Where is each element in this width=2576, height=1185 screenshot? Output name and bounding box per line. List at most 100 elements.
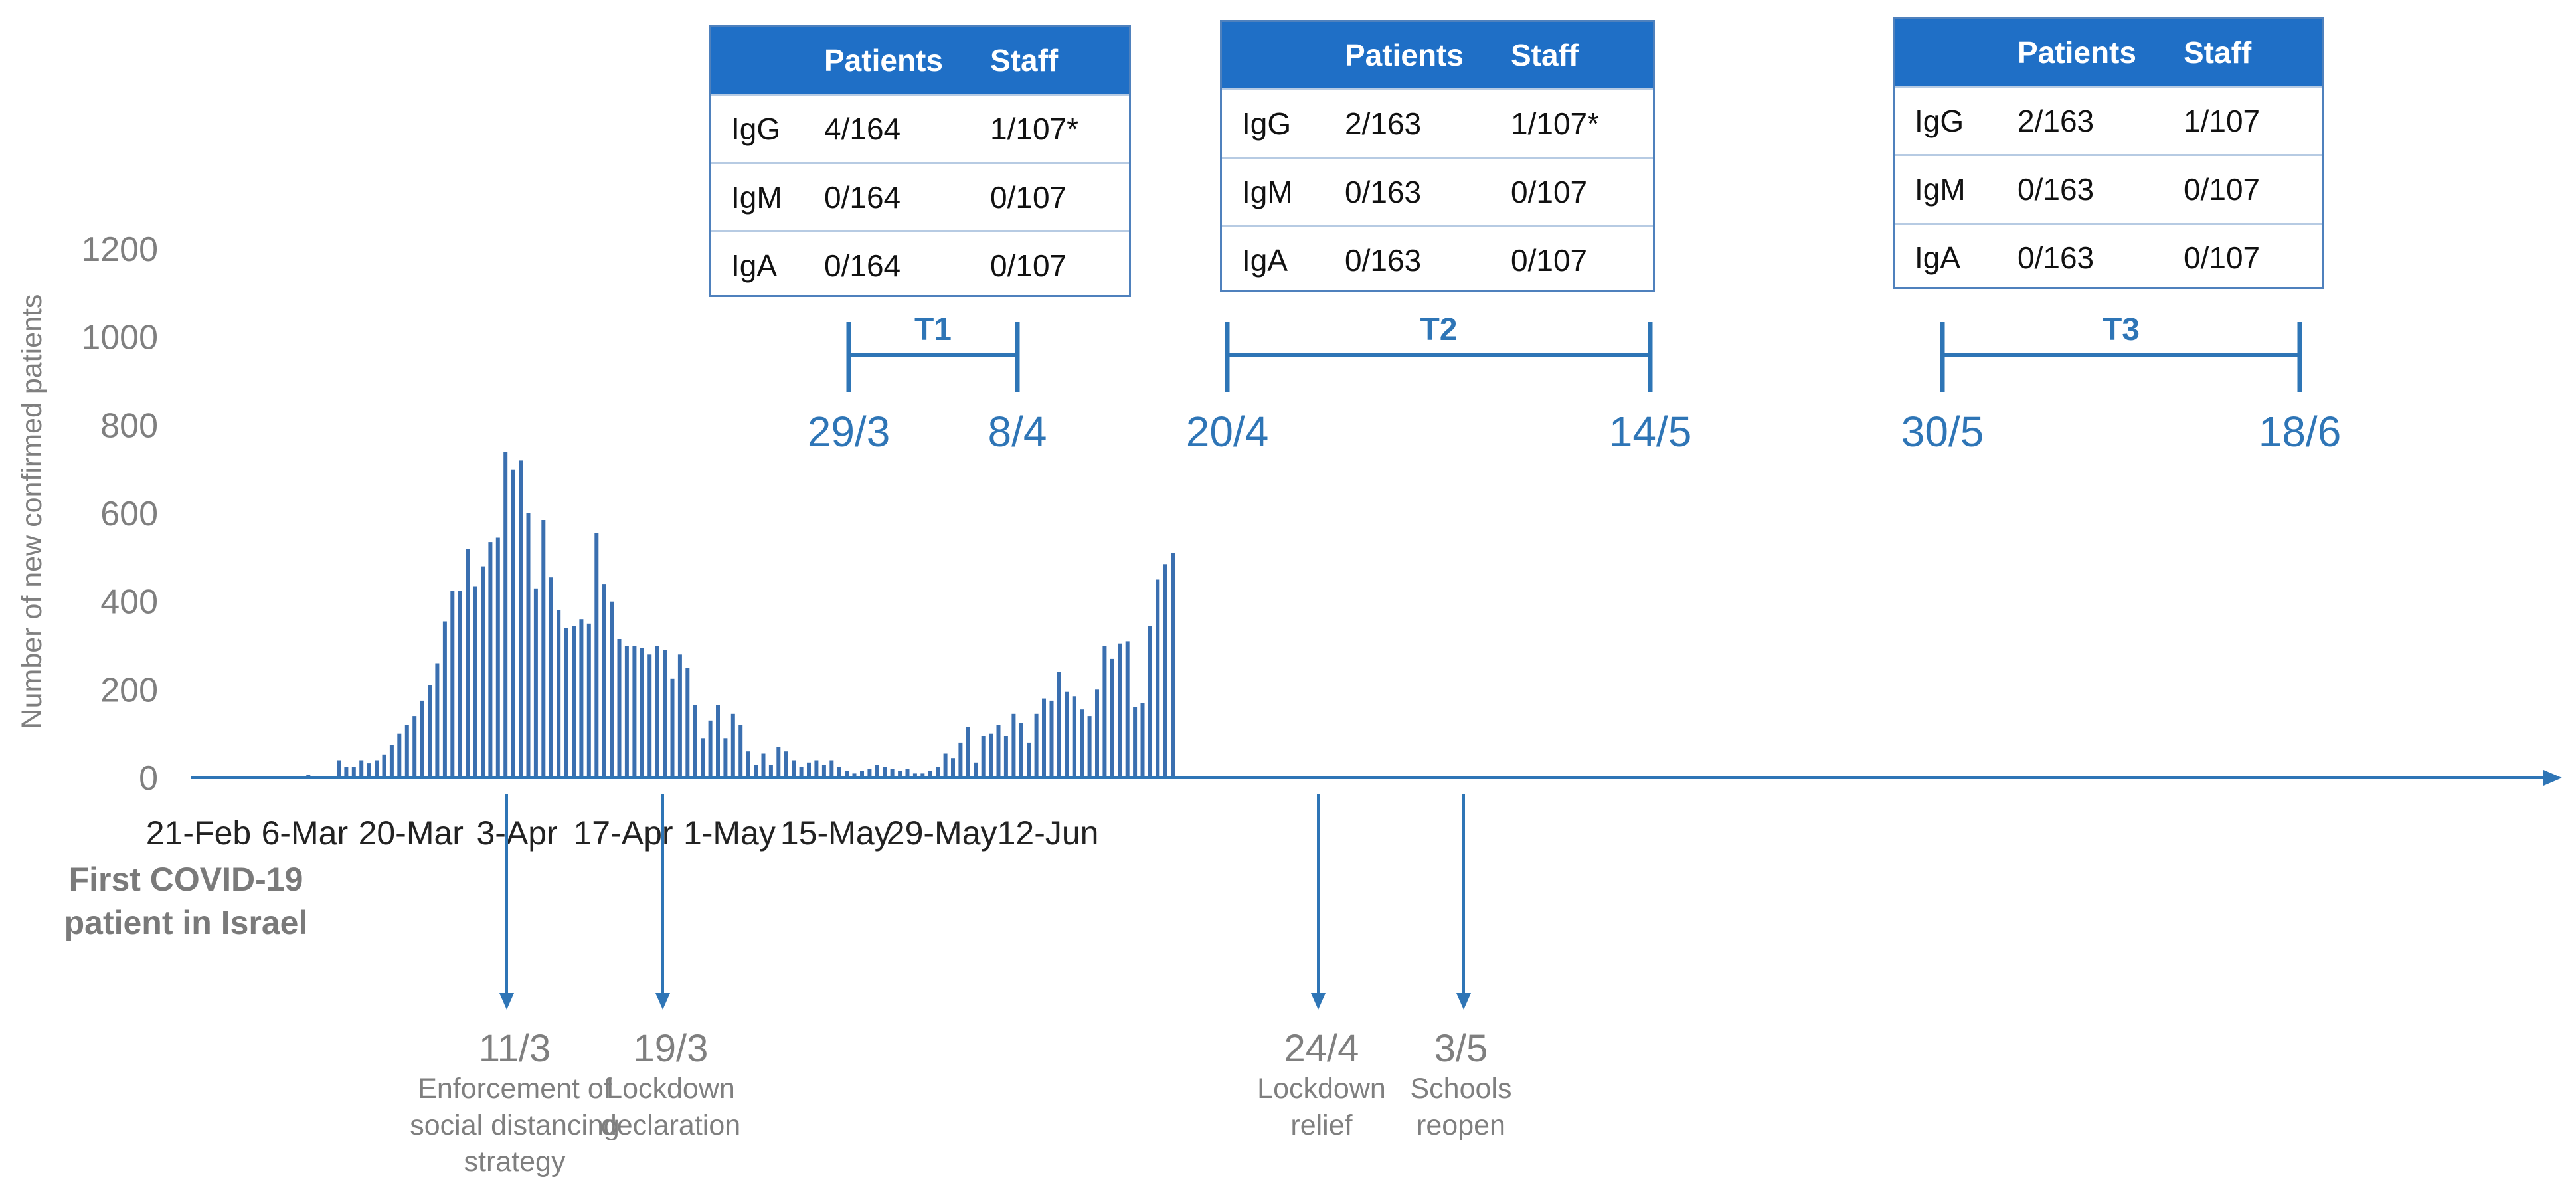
period-start-date: 29/3 <box>808 408 891 456</box>
bar <box>829 760 834 778</box>
bar <box>768 765 773 778</box>
bar <box>412 716 417 778</box>
table-header: Patients Staff <box>711 27 1129 94</box>
bar <box>541 520 546 778</box>
bar <box>730 713 735 778</box>
bar <box>920 773 925 778</box>
bar <box>814 760 819 778</box>
bar <box>428 685 432 778</box>
staff-value: 0/107 <box>990 248 1067 283</box>
staff-value: 0/107 <box>1511 175 1588 209</box>
bar <box>837 767 841 778</box>
x-tick-label: 15-May <box>780 814 891 852</box>
bar <box>1118 643 1122 778</box>
table-header: Patients Staff <box>1895 19 2322 86</box>
bar <box>458 591 462 778</box>
table-t3: Patients Staff IgG 2/163 1/107 IgM 0/163… <box>1893 17 2324 289</box>
bar <box>632 646 637 778</box>
bar <box>655 646 659 778</box>
patients-value: 2/163 <box>1345 106 1422 141</box>
bar <box>503 452 508 778</box>
bar <box>1049 700 1054 778</box>
bar <box>1087 716 1092 778</box>
first-case-label: patient in Israel <box>64 904 308 941</box>
bar <box>776 747 781 778</box>
header-patients: Patients <box>2018 35 2136 70</box>
bar <box>602 584 606 778</box>
bar <box>799 767 804 778</box>
bars <box>193 452 1175 778</box>
event-arrowhead <box>1311 993 1326 1010</box>
bar <box>958 742 963 778</box>
bar <box>1125 641 1130 778</box>
bar <box>1057 672 1061 778</box>
bar <box>647 654 652 778</box>
bar <box>1140 703 1145 778</box>
staff-value: 0/107 <box>2184 240 2261 275</box>
bar <box>533 588 538 778</box>
bar <box>943 753 948 778</box>
bar <box>792 760 796 778</box>
bar <box>723 738 728 778</box>
bar <box>1027 742 1031 778</box>
bar <box>821 765 826 778</box>
event-description: social distancing <box>410 1109 620 1141</box>
bar <box>890 769 895 778</box>
bar <box>989 733 993 778</box>
bar <box>974 762 978 778</box>
bar <box>466 549 470 778</box>
patients-value: 4/164 <box>824 112 901 146</box>
period-end-date: 14/5 <box>1609 408 1692 456</box>
bar <box>511 469 515 778</box>
bar <box>359 760 364 778</box>
bar <box>716 705 720 778</box>
x-tick-label: 29-May <box>887 814 997 852</box>
staff-value: 1/107* <box>990 112 1079 146</box>
antibody-label: IgM <box>731 180 782 215</box>
first-case-label: First COVID-19 <box>69 861 303 898</box>
x-tick-label: 20-Mar <box>359 814 464 852</box>
period-name: T2 <box>1420 312 1457 347</box>
bar <box>579 619 584 778</box>
event-arrowhead <box>499 993 514 1010</box>
period-end-date: 18/6 <box>2259 408 2342 456</box>
antibody-label: IgG <box>1915 104 1964 138</box>
event-description: Schools <box>1411 1073 1512 1105</box>
bar <box>1102 646 1107 778</box>
event-date: 3/5 <box>1434 1027 1488 1070</box>
x-axis-arrowhead <box>2543 770 2562 786</box>
header-staff: Staff <box>990 43 1059 78</box>
bar <box>685 668 690 778</box>
bar <box>951 758 955 778</box>
bar <box>860 771 864 778</box>
period-start-date: 20/4 <box>1186 408 1269 456</box>
patients-value: 0/163 <box>2018 172 2095 207</box>
bar <box>1095 689 1099 778</box>
bar <box>1163 564 1167 778</box>
bar <box>519 460 523 778</box>
bar <box>617 639 622 778</box>
antibody-label: IgM <box>1242 175 1293 209</box>
staff-value: 1/107 <box>2184 104 2261 138</box>
bar <box>981 736 986 778</box>
bar <box>420 700 424 778</box>
header-patients: Patients <box>1345 38 1464 72</box>
bar <box>1019 723 1023 778</box>
bar <box>738 725 743 778</box>
table-row: IgA 0/163 0/107 <box>1895 223 2322 291</box>
antibody-label: IgA <box>1242 243 1288 278</box>
bar <box>1148 626 1152 778</box>
bar <box>1034 713 1039 778</box>
bar <box>488 542 493 778</box>
bar <box>450 591 455 778</box>
event-date: 24/4 <box>1284 1027 1359 1070</box>
bar <box>996 725 1001 778</box>
bar <box>351 767 356 778</box>
header-staff: Staff <box>1511 38 1579 72</box>
y-axis-title: Number of new confirmed patients <box>16 294 48 729</box>
bar <box>1156 579 1160 778</box>
bar <box>397 733 402 778</box>
event-description: relief <box>1290 1109 1353 1141</box>
event-description: reopen <box>1417 1109 1505 1141</box>
